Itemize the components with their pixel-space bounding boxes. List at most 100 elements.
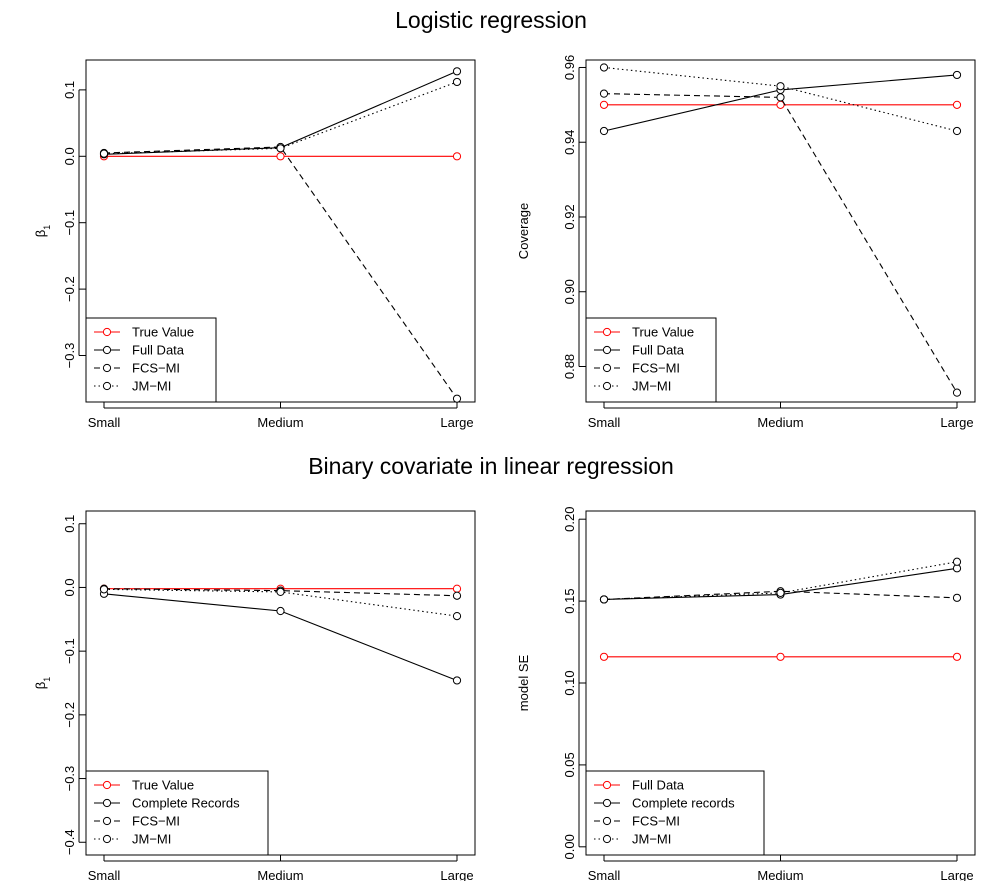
y-tick-label: 0.00 <box>562 834 577 859</box>
legend-label: Complete Records <box>132 796 240 811</box>
data-point <box>952 126 962 136</box>
data-point <box>952 70 962 80</box>
data-point <box>776 588 785 598</box>
series-line <box>603 66 958 132</box>
y-axis-label: Coverage <box>516 203 531 259</box>
series-2 <box>99 589 462 685</box>
data-point <box>276 144 285 153</box>
x-tick-label: Medium <box>257 415 303 430</box>
data-point <box>452 394 462 403</box>
series-line <box>103 70 458 155</box>
data-point <box>276 587 285 597</box>
legend-label: Full Data <box>632 778 685 793</box>
x-tick-label: Small <box>588 868 621 881</box>
y-tick-label: 0.90 <box>562 279 577 304</box>
legend-label: JM−MI <box>632 832 671 847</box>
x-tick-label: Medium <box>257 868 303 881</box>
chart-panel-1: 0.1 0.0 −0.1 −0.2 −0.3 Small Medium Large β1 True… <box>33 59 476 430</box>
x-tick-label: Large <box>940 868 973 881</box>
series-4 <box>99 77 462 158</box>
data-point <box>452 584 462 593</box>
y-tick-label: −0.3 <box>62 766 77 792</box>
data-point <box>599 63 609 72</box>
y-tick-label: −0.2 <box>62 276 77 302</box>
data-point <box>776 93 785 102</box>
legend-label: FCS−MI <box>632 361 680 376</box>
legend-label: JM−MI <box>132 379 171 394</box>
data-point <box>599 595 609 604</box>
series-4 <box>99 585 462 621</box>
legend: True Value Full Data FCS−MI JM−MI <box>85 317 217 403</box>
y-tick-label: 0.96 <box>562 55 577 80</box>
data-point <box>952 388 962 397</box>
y-tick-label: 0.1 <box>62 515 77 533</box>
series-1 <box>99 152 462 161</box>
chart-panel-2: 0.96 0.94 0.92 0.90 0.88 Small Medium Large Cove… <box>516 55 976 430</box>
data-point <box>452 152 462 161</box>
y-tick-label: 0.0 <box>62 147 77 165</box>
data-point <box>952 652 962 661</box>
y-axis-label: β1 <box>33 225 52 238</box>
legend-label: FCS−MI <box>132 814 180 829</box>
legend-marker <box>102 381 112 391</box>
y-tick-label: 0.05 <box>562 752 577 777</box>
data-point <box>99 585 109 594</box>
legend-marker <box>102 834 112 844</box>
legend-marker <box>102 816 112 826</box>
data-point <box>599 100 609 109</box>
series-line <box>603 590 958 601</box>
y-tick-label: 0.15 <box>562 588 577 613</box>
x-tick-label: Medium <box>757 415 803 430</box>
data-point <box>452 77 462 87</box>
data-point <box>276 606 285 616</box>
legend-label: True Value <box>632 325 694 340</box>
series-4 <box>599 63 962 136</box>
data-point <box>776 652 785 661</box>
y-tick-label: −0.3 <box>62 343 77 369</box>
y-axis-label: model SE <box>516 654 531 711</box>
chart-panel-3: 0.1 0.0 −0.1 −0.2 −0.3 −0.4 Small Medium Large β1… <box>33 510 476 881</box>
series-line <box>103 81 458 155</box>
data-point <box>99 149 109 158</box>
x-tick-label: Large <box>440 868 473 881</box>
data-point <box>599 126 609 136</box>
series-1 <box>599 652 962 661</box>
y-tick-label: −0.2 <box>62 702 77 728</box>
y-tick-label: −0.4 <box>62 829 77 855</box>
legend-label: Complete records <box>632 796 735 811</box>
y-tick-label: −0.1 <box>62 638 77 664</box>
legend-label: FCS−MI <box>132 361 180 376</box>
legend-marker <box>602 798 612 808</box>
data-point <box>599 89 609 98</box>
legend-label: Full Data <box>132 343 185 358</box>
legend-marker <box>602 816 612 826</box>
chart-panel-4: 0.20 0.15 0.10 0.05 0.00 Small Medium Large mode… <box>516 507 976 881</box>
section-title-top: Logistic regression <box>395 7 587 33</box>
y-tick-label: 0.20 <box>562 507 577 532</box>
series-line <box>603 93 958 393</box>
series-line <box>103 593 458 681</box>
series-3 <box>599 89 962 397</box>
data-point <box>952 593 962 602</box>
y-tick-label: 0.92 <box>562 204 577 229</box>
legend-marker <box>602 345 612 355</box>
y-tick-label: 0.1 <box>62 81 77 99</box>
legend-marker <box>602 327 612 337</box>
series-line <box>103 146 458 399</box>
y-tick-label: 0.0 <box>62 578 77 596</box>
x-tick-label: Small <box>588 415 621 430</box>
y-tick-label: −0.1 <box>62 210 77 236</box>
legend: Full Data Complete records FCS−MI JM−MI <box>585 770 765 856</box>
legend: True Value Full Data FCS−MI JM−MI <box>585 317 717 403</box>
legend-marker <box>102 780 112 790</box>
legend: True Value Complete Records FCS−MI JM−MI <box>85 770 269 856</box>
legend-marker <box>602 780 612 790</box>
data-point <box>452 591 462 600</box>
legend-marker <box>102 327 112 337</box>
x-tick-label: Small <box>88 415 121 430</box>
legend-marker <box>602 381 612 391</box>
legend-label: Full Data <box>632 343 685 358</box>
legend-label: JM−MI <box>632 379 671 394</box>
data-point <box>599 652 609 661</box>
